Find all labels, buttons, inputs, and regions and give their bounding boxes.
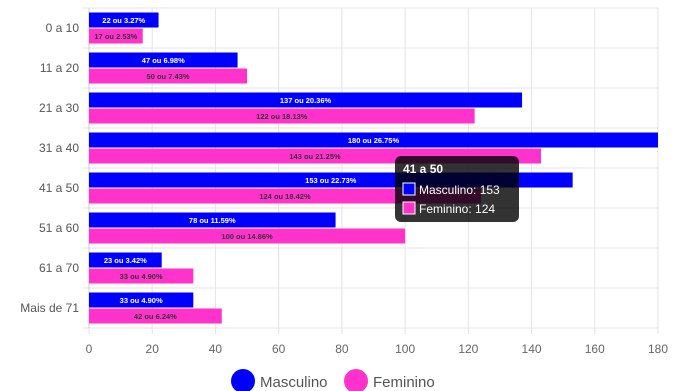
tooltip-title: 41 a 50 (403, 162, 443, 176)
bar-feminino[interactable] (89, 28, 143, 44)
legend-marker[interactable] (344, 369, 368, 391)
bar-masculino[interactable] (89, 252, 162, 268)
data-label: 47 ou 6.98% (142, 56, 185, 65)
legend-label[interactable]: Masculino (260, 374, 328, 391)
category-label: 51 a 60 (39, 221, 79, 235)
category-label: Mais de 71 (20, 301, 79, 315)
bar-feminino[interactable] (89, 188, 481, 204)
data-label: 100 ou 14.86% (221, 232, 273, 241)
category-label: 0 a 10 (46, 21, 80, 35)
data-label: 33 ou 4.90% (120, 296, 163, 305)
data-label: 124 ou 18.42% (259, 192, 311, 201)
bar-masculino[interactable] (89, 52, 238, 68)
bar-masculino[interactable] (89, 292, 194, 308)
tooltip-swatch (402, 201, 416, 215)
tooltip-line: Masculino: 153 (419, 183, 500, 197)
data-label: 33 ou 4.90% (120, 272, 163, 281)
data-label: 23 ou 3.42% (104, 256, 147, 265)
bar-masculino[interactable] (89, 212, 336, 228)
legend-label[interactable]: Feminino (373, 374, 435, 391)
data-label: 22 ou 3.27% (102, 16, 145, 25)
bar-feminino[interactable] (89, 228, 406, 244)
category-label: 61 a 70 (39, 261, 79, 275)
bar-masculino[interactable] (89, 132, 658, 148)
data-label: 50 ou 7.43% (147, 72, 190, 81)
bar-masculino[interactable] (89, 92, 523, 108)
tooltip-swatch (402, 182, 416, 196)
x-tick-label: 120 (458, 342, 478, 356)
legend: Masculino Feminino (231, 369, 435, 391)
bar-feminino[interactable] (89, 268, 194, 284)
tooltip: 41 a 50 Masculino: 153 Feminino: 124 (395, 156, 519, 222)
data-label: 122 ou 18.13% (256, 112, 308, 121)
data-label: 143 ou 21.25% (289, 152, 341, 161)
category-label: 21 a 30 (39, 101, 79, 115)
x-tick-label: 80 (335, 342, 349, 356)
bar-feminino[interactable] (89, 68, 248, 84)
data-label: 42 ou 6.24% (134, 312, 177, 321)
x-tick-label: 0 (86, 342, 93, 356)
x-tick-label: 160 (585, 342, 605, 356)
bar-masculino[interactable] (89, 12, 159, 28)
x-tick-label: 140 (522, 342, 542, 356)
data-label: 78 ou 11.59% (189, 216, 236, 225)
data-label: 180 ou 26.75% (348, 136, 400, 145)
category-label: 11 a 20 (40, 61, 79, 75)
gridlines (83, 7, 659, 334)
x-tick-label: 20 (146, 342, 160, 356)
x-tick-label: 180 (648, 342, 668, 356)
x-tick-label: 60 (272, 342, 286, 356)
tooltip-background (395, 156, 519, 222)
x-tick-label: 40 (209, 342, 223, 356)
data-label: 137 ou 20.36% (280, 96, 332, 105)
x-tick-label: 100 (395, 342, 415, 356)
data-label: 17 ou 2.53% (94, 32, 137, 41)
tooltip-line: Feminino: 124 (419, 202, 495, 216)
bar-feminino[interactable] (89, 108, 475, 124)
category-label: 41 a 50 (39, 181, 79, 195)
data-label: 153 ou 22.73% (305, 176, 357, 185)
bar-feminino[interactable] (89, 308, 222, 324)
category-label: 31 a 40 (39, 141, 79, 155)
legend-marker[interactable] (231, 369, 255, 391)
